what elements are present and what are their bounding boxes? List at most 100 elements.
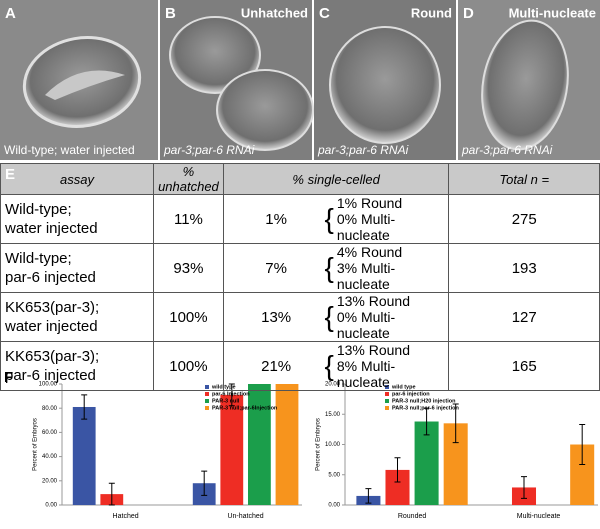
legend-label: PAR-3 null — [212, 398, 240, 404]
error-bar — [520, 476, 527, 499]
brace: { — [324, 350, 334, 381]
unhatched-cell: 11% — [153, 194, 224, 244]
panel-title: Multi-nucleate — [509, 5, 596, 20]
assay-line: KK653(par-3); — [5, 348, 100, 365]
breakdown-line: 8% Multi-nucleate — [336, 358, 396, 390]
legend-swatch — [205, 399, 209, 403]
single-cell: 1% {1% Round 0% Multi-nucleate — [222, 194, 450, 244]
breakdown-line: 1% Round — [336, 195, 403, 211]
legend-swatch — [205, 406, 209, 410]
assay-cell: KK653(par-3); par-6 injected — [0, 341, 155, 391]
header-cell: Total n = — [448, 163, 600, 195]
total-cell: 193 — [448, 243, 600, 293]
assay-line: water injected — [5, 220, 98, 237]
bar — [72, 406, 96, 505]
embryo — [169, 16, 261, 94]
single-celled: 1% — [265, 210, 287, 228]
error-bar — [579, 424, 586, 465]
unhatched: 11% — [173, 210, 203, 228]
breakdown: 13% Round 0% Multi-nucleate — [337, 293, 445, 341]
panel-title: Unhatched — [241, 5, 308, 20]
assay-line: water injected — [5, 318, 98, 335]
breakdown-line: 4% Round — [336, 244, 403, 260]
legend-label: par-6 injection — [392, 391, 430, 397]
assay-cell: KK653(par-3); water injected — [0, 292, 155, 342]
breakdown-line: 0% Multi-nucleate — [336, 211, 396, 243]
brace: { — [324, 252, 334, 283]
header-cell: % single-celled — [222, 163, 450, 195]
y-axis-label: Percent of Embryos — [316, 418, 322, 471]
error-bar — [201, 470, 208, 496]
unhatched-cell: 93% — [153, 243, 224, 293]
panel-letter: D — [463, 5, 474, 22]
error-bar — [394, 457, 401, 483]
total: 127 — [511, 308, 537, 326]
assay-line: Wild-type; — [5, 250, 72, 267]
total: 275 — [511, 210, 537, 228]
x-tick-label: Un-hatched — [227, 513, 263, 520]
table-row: Wild-type; water injected 11% 1% {1% Round 0%… — [0, 194, 600, 244]
panel-letter: C — [319, 5, 330, 22]
breakdown: 4% Round 3% Multi-nucleate — [337, 244, 445, 292]
y-tick-label: 5.00 — [328, 472, 340, 478]
brace: { — [324, 301, 334, 332]
y-axis-label: Percent of Embryos — [33, 418, 39, 471]
legend-swatch — [205, 392, 209, 396]
header-text: % single-celled — [292, 171, 380, 187]
panel-caption: par-3;par-6 RNAi — [317, 143, 409, 157]
assay-cell: Wild-type; water injected — [0, 194, 155, 244]
total-cell: 127 — [448, 292, 600, 342]
single-wrap: 21% {13% Round 8% Multi-nucleate — [228, 342, 445, 390]
worm — [45, 70, 125, 100]
error-bar — [365, 488, 372, 504]
legend-swatch — [385, 406, 389, 410]
single-wrap: 7% {4% Round 3% Multi-nucleate — [228, 244, 445, 292]
header-text: % unhatched — [158, 164, 219, 194]
y-tick-label: 0.00 — [45, 503, 57, 509]
error-bar — [81, 394, 88, 420]
panel-caption: Wild-type; water injected — [4, 143, 135, 157]
panel-letter: A — [5, 5, 16, 22]
unhatched-cell: 100% — [153, 341, 224, 391]
x-tick-label: Rounded — [398, 513, 427, 520]
embryo — [481, 19, 569, 151]
legend-label: PAR-3 null;par-6 injection — [392, 405, 459, 411]
y-tick-label: 10.00 — [325, 442, 341, 448]
unhatched: 100% — [169, 357, 208, 375]
x-tick-label: Hatched — [113, 513, 139, 520]
y-tick-label: 20.00 — [42, 478, 58, 484]
breakdown: 13% Round 8% Multi-nucleate — [337, 342, 445, 390]
bar — [414, 421, 439, 505]
legend-swatch — [385, 392, 389, 396]
header-text: assay — [60, 171, 95, 187]
breakdown-line: 0% Multi-nucleate — [336, 309, 396, 341]
y-tick-label: 80.00 — [42, 406, 58, 412]
assay-cell: Wild-type; par-6 injected — [0, 243, 155, 293]
assay-line: par-6 injected — [5, 269, 96, 286]
single-celled: 21% — [261, 357, 292, 375]
table-row: KK653(par-3); water injected 100% 13% {13% R… — [0, 292, 600, 342]
legend-label: PAR-3 null;H20 injection — [392, 398, 456, 404]
single-cell: 7% {4% Round 3% Multi-nucleate — [222, 243, 450, 293]
panel-caption: par-3;par-6 RNAi — [163, 143, 255, 157]
y-tick-label: 40.00 — [42, 454, 58, 460]
error-bar — [452, 403, 459, 444]
panel-title: Round — [411, 5, 452, 20]
total-cell: 275 — [448, 194, 600, 244]
breakdown-line: 13% Round — [336, 293, 411, 309]
assay-line: par-6 injected — [5, 367, 96, 384]
header-text: Total n = — [499, 171, 550, 187]
single-celled: 7% — [265, 259, 287, 277]
assay-line: Wild-type; — [5, 201, 72, 218]
error-bar — [108, 482, 115, 506]
breakdown: 1% Round 0% Multi-nucleate — [337, 195, 445, 243]
micrographs — [0, 0, 600, 160]
single-cell: 21% {13% Round 8% Multi-nucleate — [222, 341, 450, 391]
bar — [220, 394, 244, 505]
bar — [275, 384, 299, 505]
table-label: E — [5, 166, 16, 183]
x-tick-label: Multi-nucleate — [517, 513, 561, 520]
